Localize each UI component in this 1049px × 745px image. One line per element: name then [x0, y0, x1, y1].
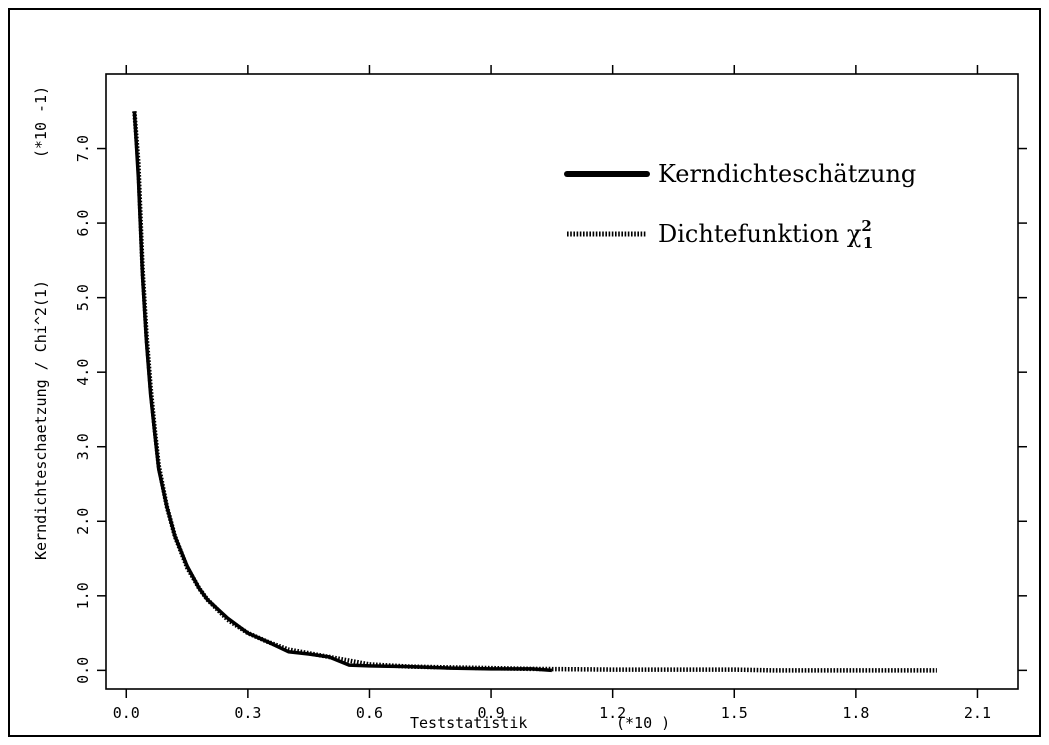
y-axis-scale-note: (*10 -1)	[32, 86, 50, 158]
x-tick-label: 2.1	[964, 704, 991, 722]
plot-area-border	[105, 73, 1019, 690]
x-tick-label: 1.2	[599, 704, 626, 722]
x-tick-label: 0.0	[113, 704, 140, 722]
y-tick-label: 2.0	[74, 508, 92, 535]
legend-label: Dichtefunktion χ2 1	[658, 217, 873, 252]
series-line-dichtefunktion	[132, 111, 937, 673]
y-tick-label: 1.0	[74, 582, 92, 609]
x-axis-label: Teststatistik	[410, 714, 527, 732]
x-tick-label: 0.9	[478, 704, 505, 722]
legend: Kerndichteschätzung Dichtefunktion χ2 1	[564, 160, 916, 252]
y-tick-label: 3.0	[74, 433, 92, 460]
y-tick-label: 5.0	[74, 284, 92, 311]
y-tick-label: 7.0	[74, 135, 92, 162]
y-tick-label: 6.0	[74, 210, 92, 237]
chart: 0.0 0.3 0.6 0.9 1.2 1.5 1.8 2.1 0.0 1.0 2.0 3.0 4.0 5…	[32, 65, 1027, 732]
legend-label: Kerndichteschätzung	[658, 160, 916, 188]
figure-frame: 0.0 0.3 0.6 0.9 1.2 1.5 1.8 2.1 0.0 1.0 2.0 3.0 4.0 5…	[8, 8, 1041, 737]
series-layer	[132, 111, 937, 673]
y-axis-label: Kerndichteschaetzung / Chi^2(1)	[32, 280, 50, 560]
x-tick-label: 0.6	[356, 704, 383, 722]
x-tick-label: 1.5	[721, 704, 748, 722]
x-axis-scale-note: (*10 )	[616, 714, 670, 732]
y-tick-label: 4.0	[74, 359, 92, 386]
axes: 0.0 0.3 0.6 0.9 1.2 1.5 1.8 2.1 0.0 1.0 2.0 3.0 4.0 5…	[74, 65, 1027, 722]
x-tick-label: 1.8	[842, 704, 869, 722]
series-line-kerndichteschaetzung	[132, 111, 553, 673]
x-tick-label: 0.3	[234, 704, 261, 722]
y-tick-label: 0.0	[74, 657, 92, 684]
